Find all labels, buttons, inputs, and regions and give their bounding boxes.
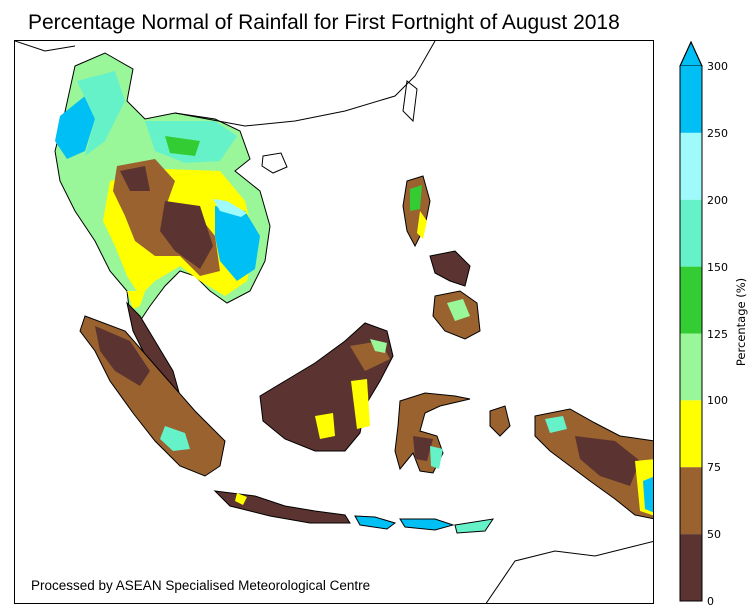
colorbar-tick-label: 200 bbox=[707, 193, 728, 207]
colorbar-bin-0-50 bbox=[680, 534, 702, 601]
dark-core-central bbox=[160, 201, 213, 269]
colorbar-tick-label: 0 bbox=[707, 595, 714, 608]
colorbar-bin-100-125 bbox=[680, 333, 702, 401]
colorbar-bin-125-150 bbox=[680, 266, 702, 334]
colorbar-tick-label: 250 bbox=[707, 126, 728, 140]
region-sumatra bbox=[79, 315, 226, 477]
colorbar-bin-150-200 bbox=[680, 199, 702, 267]
laos-green bbox=[165, 136, 200, 156]
colorbar-tick-label: 75 bbox=[707, 461, 721, 475]
colorbar-tick-label: 150 bbox=[707, 260, 728, 274]
myanmar-north-teal bbox=[77, 71, 125, 156]
vietnam-light-cyan bbox=[213, 199, 247, 217]
colorbar-tick-label: 50 bbox=[707, 528, 721, 542]
colorbar bbox=[679, 40, 703, 602]
colorbar-tick-label: 125 bbox=[707, 327, 728, 341]
colorbar-bin-75-100 bbox=[680, 400, 702, 468]
region-philippines bbox=[402, 175, 481, 340]
region-new-guinea bbox=[489, 405, 653, 520]
dark-core-north bbox=[120, 166, 150, 191]
map-title: Percentage Normal of Rainfall for First … bbox=[28, 11, 620, 34]
vietnam-cyan bbox=[215, 206, 260, 281]
colorbar-bin-250-300 bbox=[680, 66, 702, 133]
hainan-outline bbox=[261, 152, 288, 174]
australia-coast bbox=[485, 540, 653, 603]
colorbar-tick-label: 100 bbox=[707, 394, 728, 408]
colorbar-extend-arrow bbox=[679, 40, 703, 67]
colorbar-outline bbox=[679, 40, 703, 602]
taiwan-outline bbox=[402, 80, 418, 123]
colorbar-title: Percentage (%) bbox=[734, 277, 748, 367]
region-sulawesi bbox=[394, 392, 471, 474]
myanmar-north-cyan bbox=[55, 96, 95, 159]
peninsula-yellow bbox=[127, 291, 145, 309]
region-borneo bbox=[259, 322, 394, 452]
china-coast bbox=[15, 41, 436, 127]
region-mainland bbox=[54, 52, 271, 322]
colorbar-tick-label: 300 bbox=[707, 60, 728, 73]
region-java bbox=[213, 490, 495, 534]
credit-text: Processed by ASEAN Specialised Meteorolo… bbox=[31, 578, 371, 593]
rainfall-map bbox=[14, 40, 654, 604]
colorbar-bin-200-250 bbox=[680, 132, 702, 200]
colorbar-bin-50-75 bbox=[680, 467, 702, 535]
